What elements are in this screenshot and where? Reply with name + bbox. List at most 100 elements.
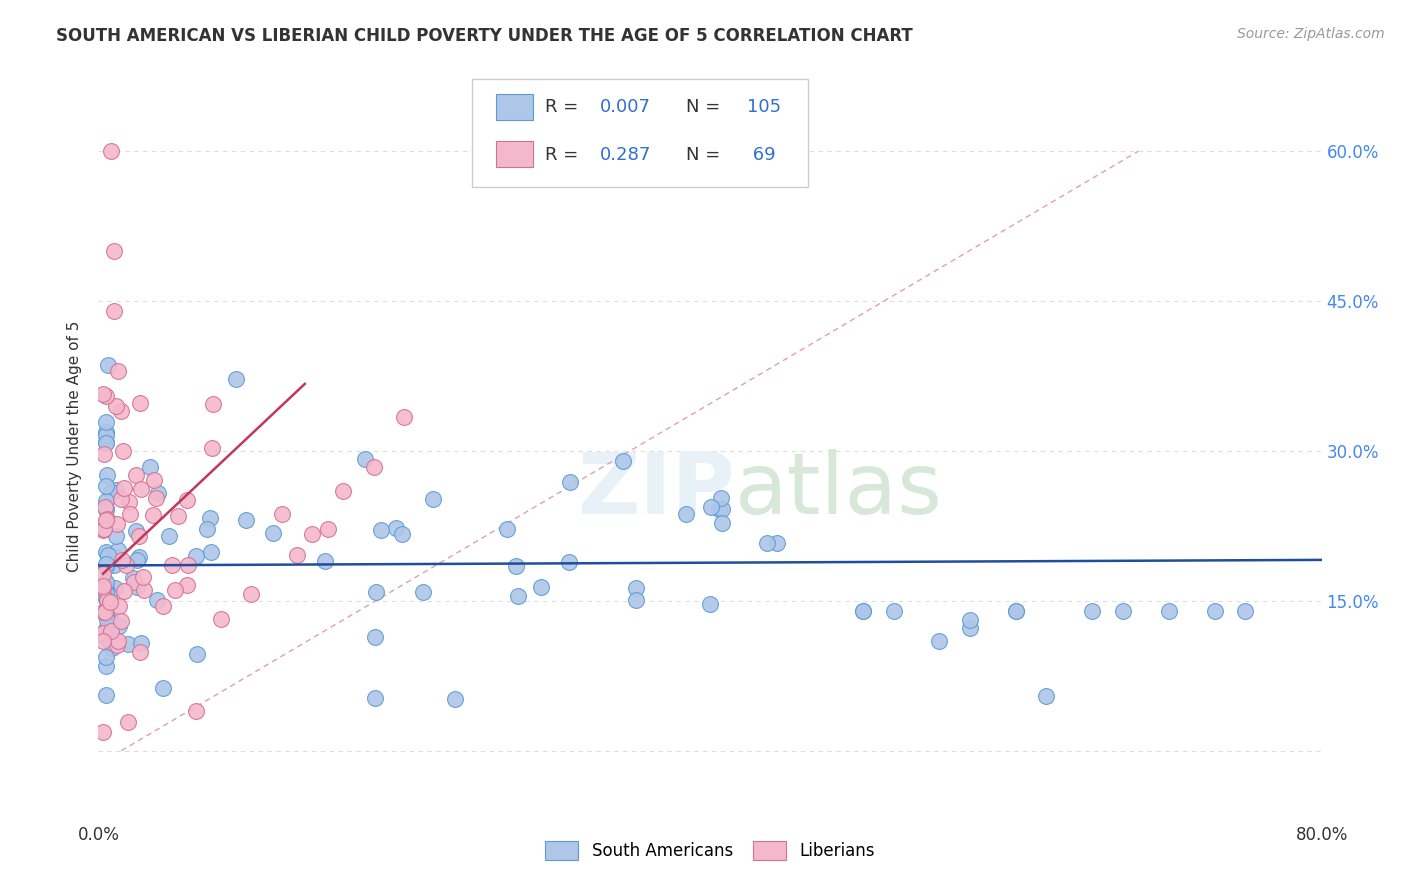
Text: atlas: atlas — [734, 450, 942, 533]
Point — [624, 592, 647, 607]
Point — [94, 415, 117, 429]
Point — [128, 645, 150, 659]
Point — [94, 428, 117, 442]
Point — [114, 558, 136, 572]
Point — [756, 535, 779, 549]
Point — [928, 633, 950, 648]
Point — [186, 647, 208, 661]
Point — [96, 467, 118, 482]
Point — [94, 650, 117, 665]
Point — [364, 691, 387, 706]
Point — [103, 244, 125, 259]
Point — [443, 691, 465, 706]
Point — [883, 604, 905, 618]
Point — [852, 604, 875, 618]
Text: R =: R = — [546, 98, 583, 116]
Point — [94, 500, 117, 515]
Point — [143, 473, 166, 487]
Point — [93, 522, 115, 536]
Point — [105, 638, 128, 652]
Point — [209, 612, 232, 626]
Point — [710, 502, 733, 516]
Text: 105: 105 — [747, 98, 780, 116]
Point — [94, 605, 117, 619]
Point — [558, 475, 581, 489]
Text: 69: 69 — [747, 145, 775, 163]
Point — [364, 630, 387, 644]
Point — [1204, 604, 1226, 618]
Point — [332, 484, 354, 499]
Point — [100, 595, 122, 609]
Point — [107, 364, 129, 378]
Text: 0.287: 0.287 — [600, 145, 651, 163]
Point — [139, 460, 162, 475]
Point — [363, 459, 385, 474]
Point — [117, 637, 139, 651]
Point — [152, 599, 174, 613]
Point — [959, 613, 981, 627]
Point — [125, 467, 148, 482]
Point — [766, 536, 789, 550]
Point — [558, 555, 581, 569]
Point — [94, 582, 117, 597]
Point — [100, 615, 122, 630]
Point — [94, 478, 117, 492]
Point — [316, 522, 339, 536]
Point — [91, 566, 114, 581]
Point — [195, 523, 218, 537]
Point — [118, 495, 141, 509]
Point — [91, 626, 114, 640]
Point — [104, 399, 127, 413]
Point — [314, 554, 336, 568]
Point — [111, 553, 134, 567]
Point — [129, 482, 152, 496]
Point — [94, 582, 117, 596]
Point — [270, 508, 292, 522]
Point — [91, 579, 114, 593]
Point — [385, 521, 408, 535]
Point — [699, 597, 721, 611]
Point — [1035, 690, 1057, 704]
Point — [94, 658, 117, 673]
Point — [366, 585, 388, 599]
Point — [94, 576, 117, 591]
Point — [94, 436, 117, 450]
Point — [110, 615, 132, 629]
Point — [91, 725, 114, 739]
Point — [186, 549, 208, 563]
Point — [186, 704, 208, 718]
Point — [201, 442, 224, 456]
Text: N =: N = — [686, 98, 725, 116]
Point — [508, 589, 530, 603]
Point — [422, 491, 444, 506]
Point — [105, 483, 128, 497]
Point — [107, 633, 129, 648]
Point — [700, 500, 723, 515]
Point — [98, 589, 121, 603]
Point — [145, 491, 167, 505]
Point — [129, 396, 152, 410]
Point — [104, 529, 127, 543]
Point — [96, 512, 118, 526]
Point — [162, 558, 184, 572]
Point — [127, 552, 149, 566]
Point — [167, 508, 190, 523]
Point — [152, 681, 174, 696]
Point — [94, 586, 117, 600]
Point — [111, 444, 134, 458]
FancyBboxPatch shape — [496, 94, 533, 120]
Point — [107, 543, 129, 558]
Point — [94, 425, 117, 439]
Point — [122, 571, 145, 585]
Point — [94, 622, 117, 636]
Point — [94, 494, 117, 508]
Point — [132, 569, 155, 583]
Point — [94, 545, 117, 559]
Point — [94, 513, 117, 527]
Point — [103, 304, 125, 318]
Point — [240, 587, 263, 601]
Point — [370, 523, 392, 537]
Point — [94, 606, 117, 620]
Point — [112, 584, 135, 599]
Y-axis label: Child Poverty Under the Age of 5: Child Poverty Under the Age of 5 — [67, 320, 83, 572]
